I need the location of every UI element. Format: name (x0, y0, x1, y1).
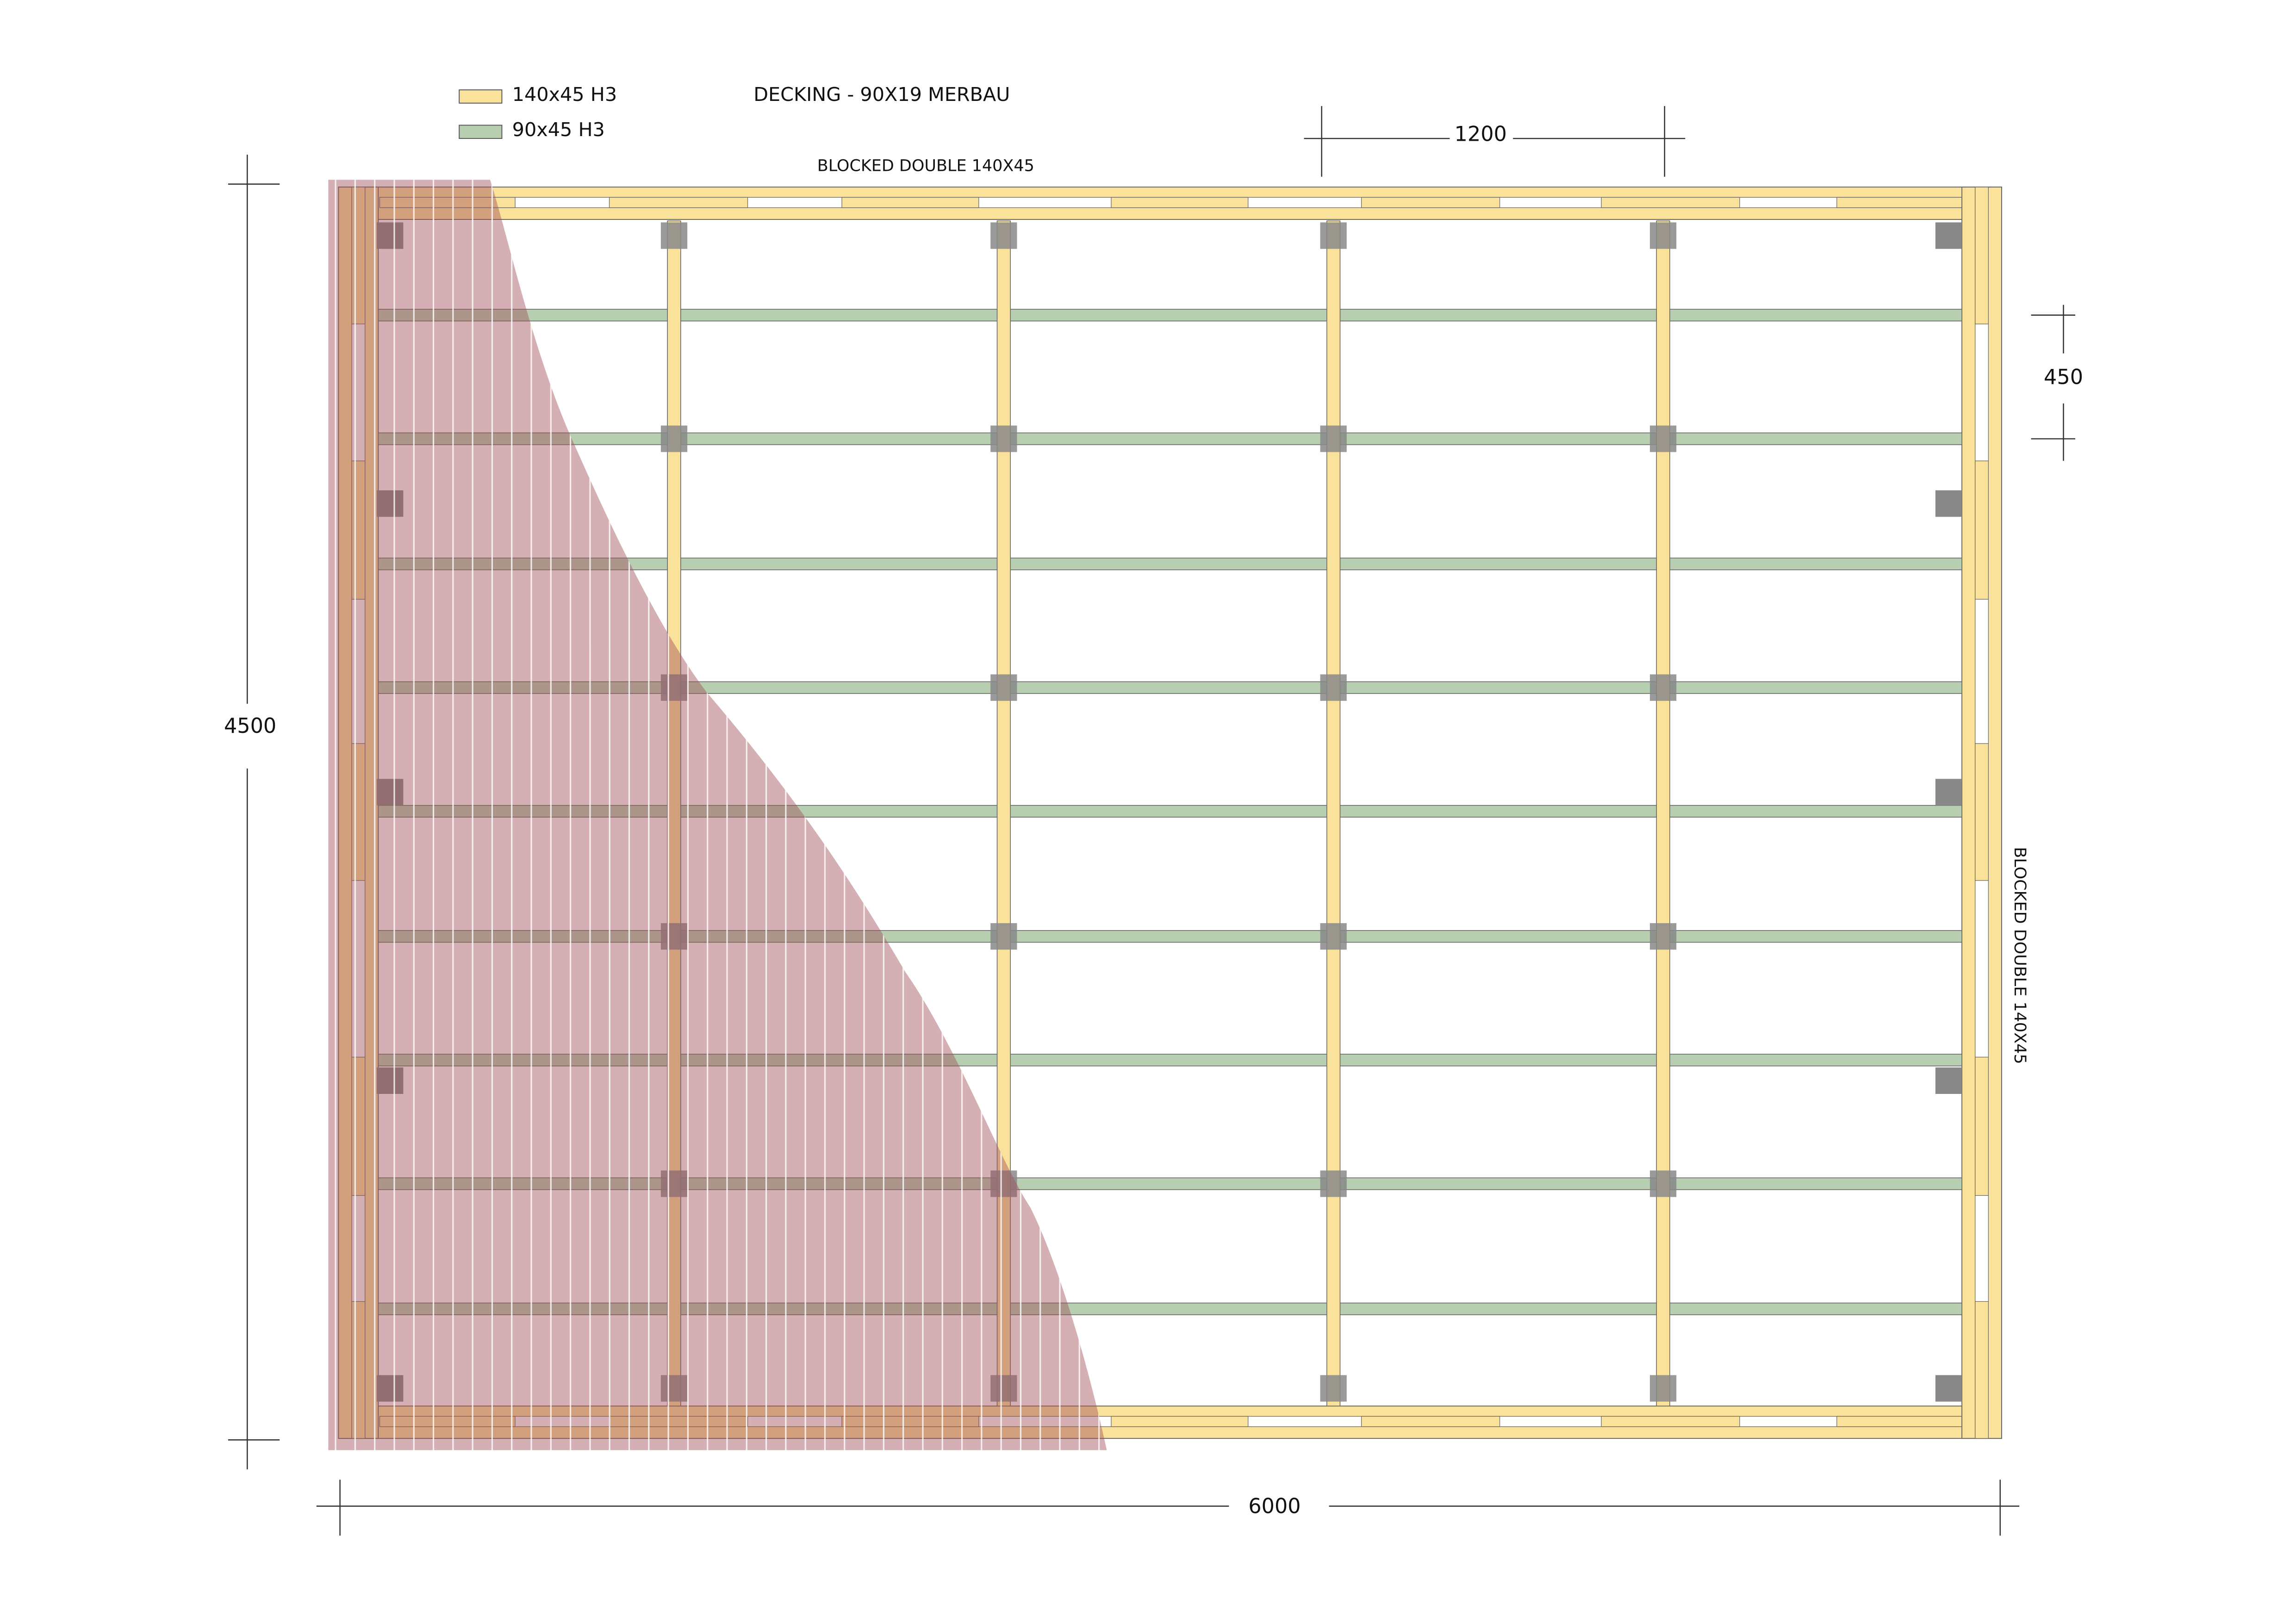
bearer (1656, 220, 1670, 1406)
joist (378, 1054, 1962, 1067)
pier (1320, 1170, 1347, 1197)
pier (990, 923, 1017, 950)
block (1111, 1416, 1249, 1427)
block (1975, 460, 1989, 600)
block (1975, 743, 1989, 881)
dimensions (228, 106, 2075, 1536)
bearer (667, 220, 681, 1406)
block (1975, 1301, 1989, 1439)
bearer (996, 220, 1011, 1406)
dimension-label: 6000 (1248, 1495, 1300, 1518)
pier (660, 425, 688, 452)
pier (1320, 425, 1347, 452)
pier (660, 222, 688, 249)
block (351, 743, 366, 881)
pier (660, 1170, 688, 1197)
pier (1649, 1375, 1677, 1402)
joist (378, 557, 1962, 570)
pier (377, 1375, 404, 1402)
pier (1935, 222, 1962, 249)
block (1975, 1056, 1989, 1196)
dimension-label: 1200 (1455, 123, 1507, 146)
legend-label: 90x45 H3 (512, 119, 605, 141)
block (841, 197, 979, 208)
pier (990, 674, 1017, 701)
block (609, 197, 748, 208)
block (1111, 197, 1249, 208)
joist (378, 309, 1962, 322)
block (1601, 1416, 1740, 1427)
pier (990, 425, 1017, 452)
annotation: BLOCKED DOUBLE 140X45 (817, 157, 1034, 175)
pier (660, 674, 688, 701)
block (351, 1056, 366, 1196)
pier (1320, 923, 1347, 950)
pier (1935, 490, 1962, 517)
pier (1935, 1375, 1962, 1402)
pier (990, 1375, 1017, 1402)
joist (378, 1302, 1962, 1315)
legend-swatch (459, 125, 503, 139)
pier (1935, 779, 1962, 806)
pier (377, 779, 404, 806)
block (1975, 187, 1989, 325)
block (1836, 197, 1962, 208)
block (351, 187, 366, 325)
block (841, 1416, 979, 1427)
pier (1649, 425, 1677, 452)
joist (378, 432, 1962, 445)
pier (377, 1067, 404, 1094)
pier (990, 222, 1017, 249)
bearer (1326, 220, 1341, 1406)
block (1361, 197, 1500, 208)
annotation: BLOCKED DOUBLE 140X45 (2010, 847, 2029, 1064)
framing (338, 187, 2002, 1439)
pier (1320, 1375, 1347, 1402)
pier (377, 222, 404, 249)
pier (1649, 1170, 1677, 1197)
legend-swatch (459, 89, 503, 104)
block (1601, 197, 1740, 208)
joist (378, 930, 1962, 943)
block (1836, 1416, 1962, 1427)
pier (1935, 1067, 1962, 1094)
pier (377, 490, 404, 517)
pier (660, 1375, 688, 1402)
joist (378, 805, 1962, 818)
joist (378, 681, 1962, 694)
dimension-label: 450 (2044, 365, 2083, 389)
block (351, 1301, 366, 1439)
block (351, 460, 366, 600)
pier (1320, 674, 1347, 701)
pier (1649, 923, 1677, 950)
pier (1649, 222, 1677, 249)
joist (378, 1177, 1962, 1190)
dimension-label: 4500 (224, 714, 276, 738)
block (1361, 1416, 1500, 1427)
pier (1320, 222, 1347, 249)
legend-label: 140x45 H3 (512, 83, 617, 106)
pier (990, 1170, 1017, 1197)
pier (1649, 674, 1677, 701)
pier (660, 923, 688, 950)
title: DECKING - 90X19 MERBAU (753, 83, 1010, 106)
